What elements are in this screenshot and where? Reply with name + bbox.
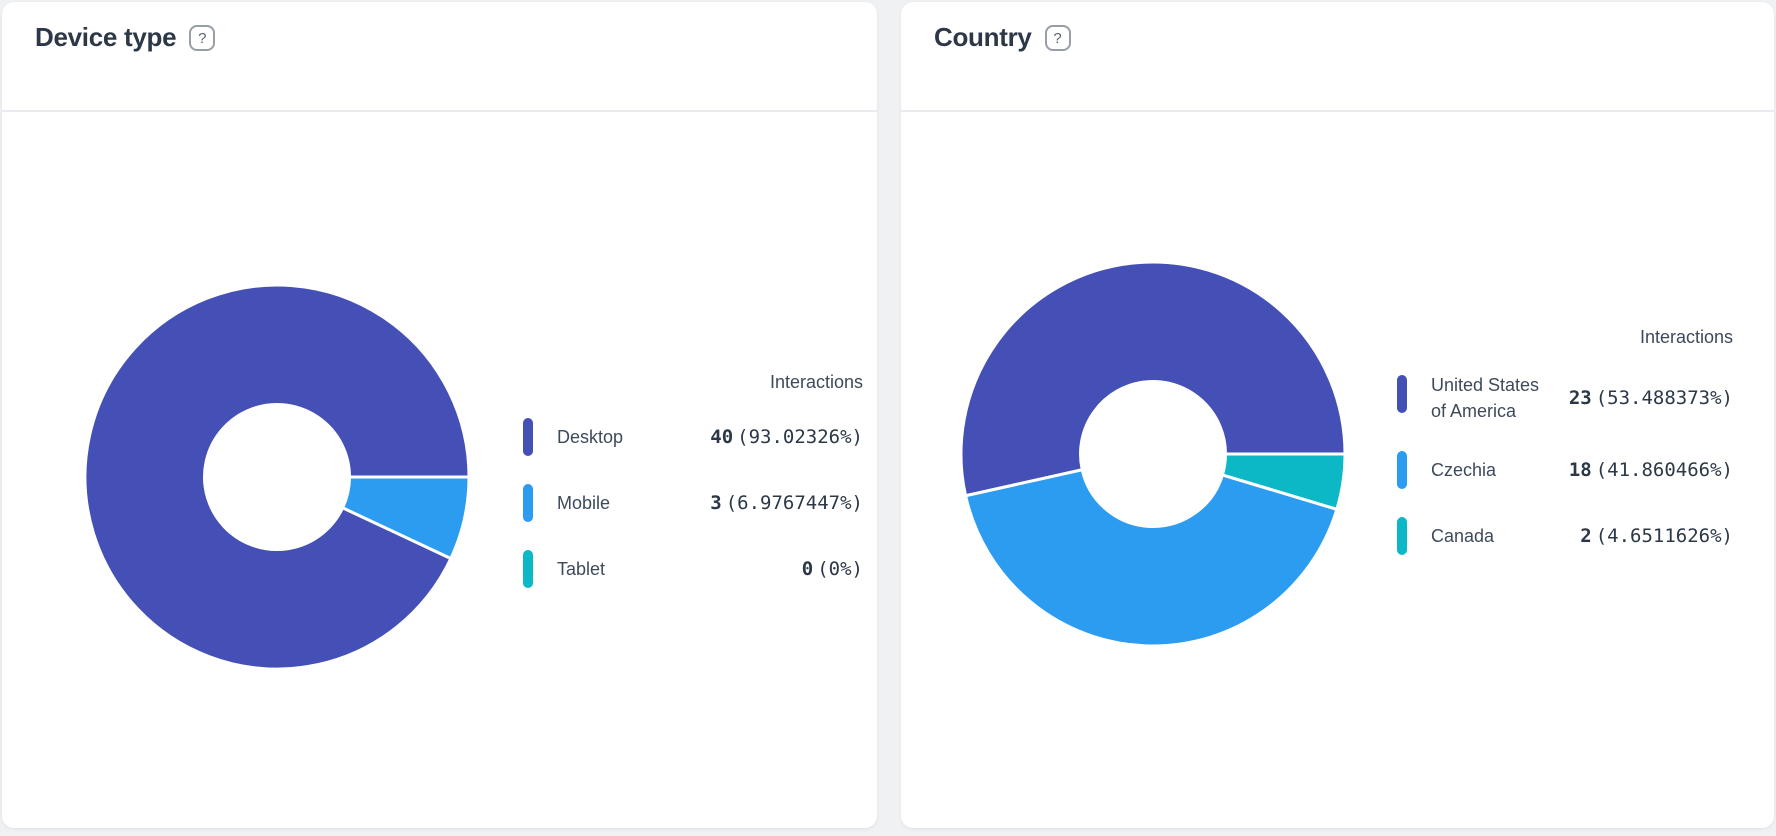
legend-label: Mobile: [557, 493, 611, 513]
legend-label: Tablet: [557, 559, 606, 579]
device-type-card-header: Device type ?: [2, 2, 877, 112]
donut-slice-desktop[interactable]: [83, 283, 471, 671]
country-donut-chart: [959, 260, 1347, 648]
legend-color-marker: [1397, 375, 1407, 413]
device-type-card: Device type ? Interactions Desktop 40 (93…: [2, 2, 877, 828]
legend-column-header: Interactions: [769, 372, 863, 392]
legend-item-united-states-of-america[interactable]: United States of America 23 (53.488373%): [1397, 372, 1733, 424]
country-card: Country ? Interactions United States of …: [901, 2, 1774, 828]
legend-item-mobile[interactable]: Mobile 3 (6.9767447%): [523, 483, 863, 523]
device-type-legend: Interactions Desktop 40 (93.02326%) Mobil…: [523, 371, 863, 589]
legend-item-czechia[interactable]: Czechia 18 (41.860466%): [1397, 450, 1733, 490]
legend-count: 18: [1568, 459, 1592, 481]
legend-label: Canada: [1431, 526, 1495, 546]
card-title: Country: [934, 22, 1032, 52]
legend-value: 40 (93.02326%): [710, 426, 863, 448]
legend-label: Desktop: [557, 427, 624, 447]
device-type-donut-chart: [83, 283, 471, 671]
legend-count: 2: [1580, 525, 1592, 547]
donut-slice-united-states-of-america[interactable]: [959, 260, 1347, 498]
legend-color-marker: [1397, 517, 1407, 555]
legend-percent: (0%): [817, 558, 863, 580]
legend-percent: (41.860466%): [1595, 459, 1733, 481]
legend-count: 0: [801, 558, 814, 580]
legend-value: 3 (6.9767447%): [710, 492, 863, 514]
help-icon[interactable]: ?: [1044, 25, 1071, 51]
legend-value: 0 (0%): [802, 558, 863, 580]
legend-value: 2 (4.6511626%): [1580, 525, 1733, 547]
legend-label: United States of America: [1431, 375, 1540, 421]
country-legend: Interactions United States of America 23…: [1397, 326, 1733, 556]
country-card-header: Country ?: [901, 2, 1774, 112]
legend-column-header: Interactions: [1639, 327, 1733, 347]
legend-color-marker: [523, 550, 533, 588]
help-icon[interactable]: ?: [189, 25, 216, 51]
legend-percent: (53.488373%): [1595, 387, 1733, 409]
legend-value: 23 (53.488373%): [1569, 387, 1733, 409]
donut-slice-canada[interactable]: [1220, 452, 1347, 512]
legend-percent: (93.02326%): [737, 426, 863, 448]
donut-slice-mobile[interactable]: [340, 475, 471, 561]
legend-color-marker: [523, 418, 533, 456]
legend-count: 23: [1568, 387, 1592, 409]
donut-slice-czechia[interactable]: [963, 467, 1339, 648]
legend-percent: (4.6511626%): [1595, 525, 1733, 547]
legend-color-marker: [1397, 451, 1407, 489]
legend-item-canada[interactable]: Canada 2 (4.6511626%): [1397, 516, 1733, 556]
legend-item-desktop[interactable]: Desktop 40 (93.02326%): [523, 417, 863, 457]
legend-value: 18 (41.860466%): [1569, 459, 1733, 481]
card-title: Device type: [35, 22, 177, 52]
legend-label: Czechia: [1431, 460, 1497, 480]
legend-count: 3: [710, 492, 722, 514]
legend-percent: (6.9767447%): [725, 492, 863, 514]
legend-count: 40: [710, 426, 734, 448]
legend-color-marker: [523, 484, 533, 522]
legend-item-tablet[interactable]: Tablet 0 (0%): [523, 549, 863, 589]
